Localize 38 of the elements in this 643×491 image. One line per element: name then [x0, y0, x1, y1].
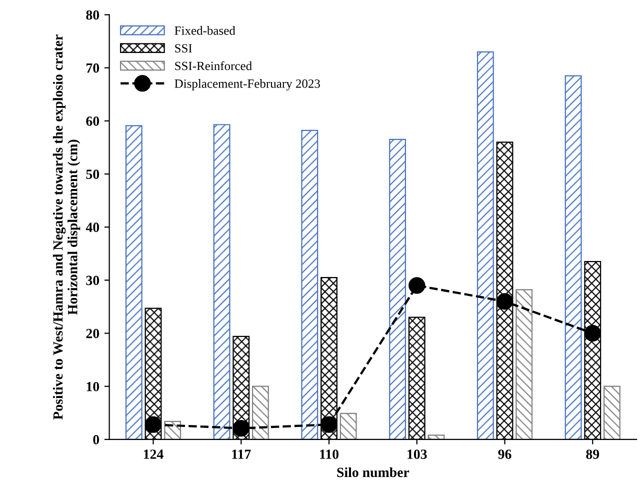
point [408, 277, 426, 294]
x-tick-label: 117 [232, 450, 251, 459]
point [496, 293, 514, 310]
bar [301, 130, 318, 440]
bar [252, 386, 269, 440]
y-tick-label: 50 [86, 170, 100, 179]
y-tick-label: 40 [86, 222, 100, 232]
x-tick-label: 89 [586, 450, 600, 459]
x-tick-label: 110 [320, 450, 339, 459]
legend-label: Fixed-based [174, 26, 236, 35]
legend-label: Displacement-February 2023 [174, 79, 320, 90]
x-tick-label: 124 [144, 450, 164, 459]
x-tick-label: 103 [408, 450, 427, 459]
point [232, 420, 250, 437]
legend-label: SSI-Reinforced [175, 61, 252, 70]
x-axis-title: Silo number [337, 467, 410, 478]
bar [564, 75, 582, 440]
y-tick-label: 30 [86, 276, 100, 286]
y-tick-label: 70 [86, 63, 100, 73]
point [320, 416, 338, 433]
y-tick-label: 60 [86, 116, 100, 126]
point [584, 324, 601, 342]
legend-label: SSI [175, 44, 192, 53]
point [144, 416, 162, 433]
y-tick-label: 80 [86, 10, 100, 20]
bar [476, 51, 494, 440]
bar [340, 412, 357, 440]
bar [604, 386, 620, 440]
y-tick-label: 0 [93, 435, 100, 444]
bar [389, 138, 406, 440]
bar [213, 124, 230, 440]
y-axis-title: Positive to West/Hamra and Negative towards the explosio crater Horizontal displacement (cm) [52, 34, 80, 420]
y-tick-label: 10 [86, 382, 100, 392]
y-tick-label: 20 [86, 328, 100, 338]
x-tick-label: 96 [498, 450, 512, 459]
bar [516, 289, 533, 440]
bar [125, 125, 142, 440]
bar [428, 434, 445, 440]
